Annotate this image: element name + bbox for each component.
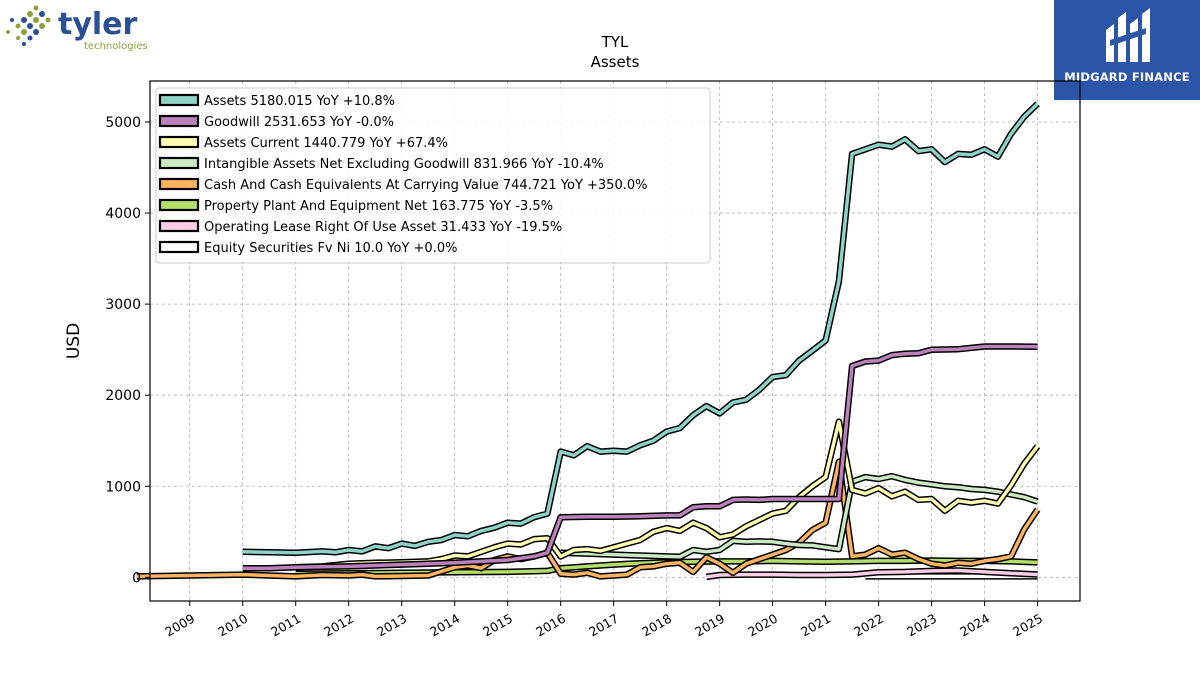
series-operating-lease-right-of-use-asset xyxy=(705,567,1038,581)
x-tick-label: 2023 xyxy=(904,611,939,640)
series-line xyxy=(295,419,1039,570)
y-tick-label: 2000 xyxy=(105,388,141,404)
x-tick-label: 2009 xyxy=(162,611,197,640)
tyler-logo-graphic: tyler technologies xyxy=(6,5,148,52)
y-tick-label: 3000 xyxy=(105,297,141,313)
series-cash-and-cash-equivalents-at-carrying-value xyxy=(136,458,1041,580)
legend-label: Operating Lease Right Of Use Asset 31.43… xyxy=(204,220,562,235)
series-line xyxy=(560,474,1039,559)
tyler-logo-subtitle: technologies xyxy=(84,41,148,52)
x-axis: 2009 2010 2011 2012 2013 2014 2015 2016 2017 2018… xyxy=(162,601,1045,640)
y-axis: 0 1000 2000 3000 4000 5000 xyxy=(105,115,150,586)
legend-swatch xyxy=(158,177,200,191)
series-goodwill xyxy=(242,343,1038,572)
legend-swatch xyxy=(158,240,200,254)
chart-subtitle: Assets xyxy=(591,53,640,71)
y-tick-label: 0 xyxy=(132,570,141,586)
series-line xyxy=(242,102,1039,555)
legend-entry: Assets Current 1440.779 YoY +67.4% xyxy=(158,135,448,151)
x-tick-label: 2018 xyxy=(639,611,674,640)
legend-label: Assets Current 1440.779 YoY +67.4% xyxy=(204,136,448,151)
legend-label: Intangible Assets Net Excluding Goodwill… xyxy=(204,157,604,172)
x-tick-label: 2020 xyxy=(745,611,780,640)
x-tick-label: 2016 xyxy=(533,611,568,640)
x-tick-label: 2019 xyxy=(692,611,727,640)
series-assets xyxy=(242,101,1040,556)
legend-swatch xyxy=(158,114,200,128)
x-tick-label: 2017 xyxy=(586,611,621,640)
x-tick-label: 2024 xyxy=(957,611,992,640)
y-axis-label: USD xyxy=(64,323,84,359)
series-line xyxy=(242,344,1038,570)
legend-entry: Assets 5180.015 YoY +10.8% xyxy=(158,93,395,109)
tyler-logo-dots xyxy=(6,5,51,46)
legend-entry: Operating Lease Right Of Use Asset 31.43… xyxy=(158,219,562,235)
legend-entry: Cash And Cash Equivalents At Carrying Va… xyxy=(158,177,647,193)
legend-label: Assets 5180.015 YoY +10.8% xyxy=(204,94,395,109)
x-tick-label: 2025 xyxy=(1010,611,1045,640)
legend-swatch xyxy=(158,93,200,107)
midgard-finance-logo: MIDGARD FINANCE xyxy=(1054,0,1200,100)
y-tick-label: 1000 xyxy=(105,479,141,495)
x-tick-label: 2010 xyxy=(215,611,250,640)
x-tick-label: 2021 xyxy=(798,611,833,640)
legend-label: Goodwill 2531.653 YoY -0.0% xyxy=(204,115,394,130)
legend-box xyxy=(155,87,711,264)
series-line-outline xyxy=(242,343,1038,572)
legend-swatch xyxy=(158,135,200,149)
legend-label: Property Plant And Equipment Net 163.775… xyxy=(204,199,553,214)
tyler-logo-name: tyler xyxy=(58,7,138,42)
midgard-emblem-icon xyxy=(1106,8,1150,62)
y-tick-label: 5000 xyxy=(105,115,141,131)
series-line xyxy=(706,568,1038,579)
x-tick-label: 2014 xyxy=(427,611,462,640)
x-tick-label: 2015 xyxy=(480,611,515,640)
tyler-technologies-logo: tyler technologies xyxy=(0,0,150,56)
chart-series xyxy=(136,101,1041,581)
y-tick-label: 4000 xyxy=(105,206,141,222)
plot-frame xyxy=(149,80,1081,602)
legend-label: Equity Securities Fv Ni 10.0 YoY +0.0% xyxy=(204,241,457,256)
midgard-logo-text: MIDGARD FINANCE xyxy=(1064,70,1190,84)
legend-swatch xyxy=(158,219,200,233)
x-tick-label: 2022 xyxy=(851,611,886,640)
x-tick-label: 2013 xyxy=(374,611,409,640)
legend-swatch xyxy=(158,156,200,170)
series-line xyxy=(136,459,1040,579)
legend-entry: Equity Securities Fv Ni 10.0 YoY +0.0% xyxy=(158,240,457,256)
series-intangible-assets-net-excluding-goodwill xyxy=(560,472,1039,561)
chart-legend: Assets 5180.015 YoY +10.8% Goodwill 2531.… xyxy=(155,87,711,264)
legend-entry: Intangible Assets Net Excluding Goodwill… xyxy=(158,156,604,172)
chart-title: TYL xyxy=(601,33,629,51)
x-tick-label: 2011 xyxy=(268,611,303,640)
legend-swatch xyxy=(158,198,200,212)
legend-entry: Property Plant And Equipment Net 163.775… xyxy=(158,198,553,214)
legend-label: Cash And Cash Equivalents At Carrying Va… xyxy=(204,178,647,193)
legend-entry: Goodwill 2531.653 YoY -0.0% xyxy=(158,114,394,130)
x-tick-label: 2012 xyxy=(321,611,356,640)
series-assets-current xyxy=(295,418,1041,571)
